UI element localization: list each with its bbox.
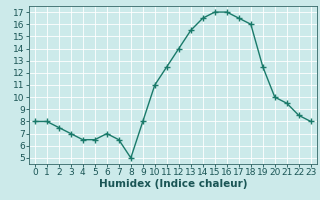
- X-axis label: Humidex (Indice chaleur): Humidex (Indice chaleur): [99, 179, 247, 189]
